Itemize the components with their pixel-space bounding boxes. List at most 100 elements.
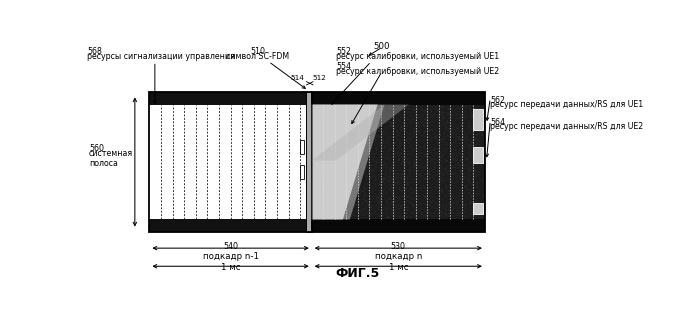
Point	[422, 116, 433, 121]
Point	[462, 164, 473, 169]
Point	[470, 135, 482, 140]
Point	[412, 215, 423, 220]
Point	[399, 172, 410, 177]
Point	[330, 129, 341, 134]
Point	[479, 162, 490, 167]
Point	[478, 146, 489, 151]
Point	[447, 106, 459, 111]
Point	[362, 122, 373, 128]
Point	[408, 152, 419, 157]
Point	[334, 168, 346, 173]
Point	[358, 196, 369, 201]
Point	[445, 142, 456, 147]
Point	[424, 210, 436, 215]
Point	[385, 178, 396, 183]
Point	[426, 204, 438, 209]
Point	[335, 147, 346, 152]
Point	[355, 151, 366, 156]
Point	[474, 139, 485, 144]
Point	[436, 153, 447, 158]
Point	[376, 130, 387, 135]
Point	[377, 175, 388, 181]
Point	[444, 125, 455, 130]
Point	[459, 137, 470, 142]
Point	[433, 115, 445, 120]
Point	[376, 134, 387, 139]
Point	[405, 186, 416, 191]
Point	[446, 172, 457, 177]
Point	[348, 173, 359, 178]
Point	[436, 210, 447, 215]
Point	[334, 196, 345, 201]
Point	[383, 141, 394, 147]
Point	[357, 195, 369, 200]
Point	[334, 208, 346, 213]
Point	[419, 119, 430, 125]
Point	[356, 201, 367, 206]
Point	[385, 167, 396, 172]
Point	[406, 125, 417, 130]
Point	[420, 204, 431, 209]
Point	[357, 137, 368, 142]
Point	[359, 193, 370, 198]
Point	[452, 180, 463, 185]
Point	[453, 187, 464, 192]
Point	[399, 203, 410, 208]
Point	[476, 207, 487, 212]
Point	[390, 140, 401, 146]
Point	[401, 158, 413, 164]
Point	[339, 124, 350, 129]
Point	[418, 166, 429, 172]
Point	[409, 157, 420, 162]
Point	[371, 146, 383, 151]
Point	[309, 103, 320, 109]
Point	[441, 204, 452, 210]
Point	[444, 129, 455, 134]
Point	[462, 176, 473, 181]
Point	[394, 151, 406, 156]
Point	[375, 185, 386, 190]
Point	[436, 110, 447, 115]
Point	[408, 203, 419, 208]
Point	[309, 201, 320, 206]
Point	[371, 214, 382, 219]
Point	[359, 182, 371, 187]
Point	[363, 123, 374, 128]
Point	[388, 147, 399, 152]
Point	[362, 132, 373, 137]
Point	[454, 174, 466, 179]
Point	[413, 104, 424, 109]
Point	[310, 121, 321, 126]
Point	[318, 128, 329, 133]
Point	[365, 206, 376, 211]
Point	[396, 151, 407, 156]
Point	[389, 107, 401, 112]
Point	[367, 148, 378, 153]
Bar	[149, 92, 312, 232]
Point	[387, 193, 399, 198]
Point	[430, 184, 441, 189]
Point	[376, 116, 387, 121]
Point	[463, 178, 475, 183]
Point	[346, 141, 357, 147]
Point	[354, 183, 365, 188]
Point	[345, 180, 356, 185]
Point	[410, 163, 421, 168]
Point	[439, 137, 450, 142]
Point	[417, 113, 428, 118]
Point	[309, 137, 320, 142]
Point	[395, 104, 406, 109]
Point	[315, 127, 327, 132]
Point	[387, 187, 398, 193]
Point	[384, 197, 395, 202]
Point	[311, 145, 322, 150]
Point	[383, 127, 394, 132]
Point	[431, 153, 443, 158]
Point	[367, 153, 378, 158]
Point	[421, 213, 432, 219]
Point	[452, 109, 463, 114]
Point	[392, 177, 403, 182]
Point	[440, 194, 451, 199]
Point	[336, 207, 347, 212]
Point	[398, 148, 409, 153]
